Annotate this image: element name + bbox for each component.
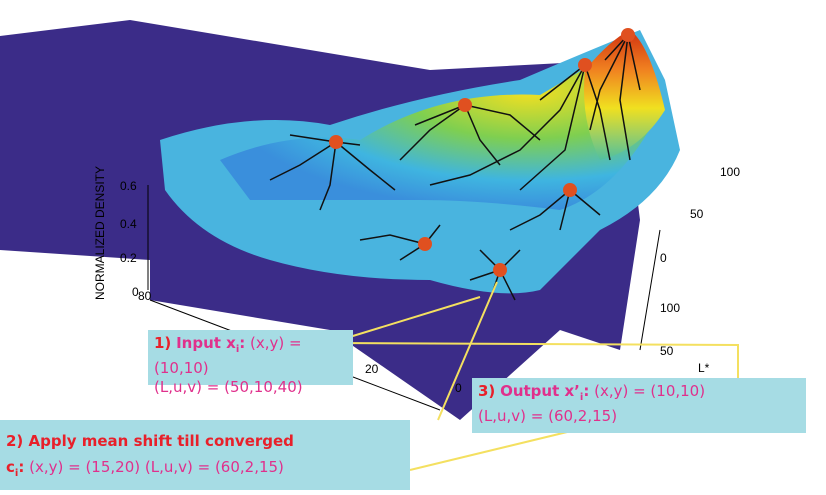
- y-tick: 100: [720, 165, 740, 179]
- value: (x,y) = (10,10): [594, 382, 706, 400]
- mode-points: [329, 28, 635, 277]
- step: 3): [478, 382, 496, 400]
- colon: :: [239, 334, 246, 352]
- z-tick: 0.2: [120, 251, 137, 265]
- l-tick: 50: [660, 344, 674, 358]
- label: c: [6, 458, 15, 476]
- output-box: 3) Output x’i: (x,y) = (10,10) (L,u,v) =…: [472, 378, 806, 433]
- x-tick: 20: [365, 362, 379, 376]
- y-tick: 50: [690, 207, 704, 221]
- surface-mid: [220, 40, 660, 210]
- trajectories: [269, 34, 641, 301]
- l-tick: 100: [660, 301, 680, 315]
- input-box: 1) Input xi: (x,y) = (10,10) (L,u,v) = (…: [148, 330, 353, 396]
- y-tick: 0: [660, 251, 667, 265]
- x-tick: 80: [138, 289, 152, 303]
- callout-lines: [329, 281, 739, 471]
- subscript: i: [14, 468, 19, 479]
- subscript: i: [579, 392, 584, 403]
- label: Output x’: [500, 382, 580, 400]
- value: (x,y) = (15,20) (L,u,v) = (60,2,15): [29, 458, 284, 476]
- value: (L,u,v) = (60,2,15): [478, 407, 618, 425]
- value: (L,u,v) = (50,10,40): [154, 378, 303, 396]
- label: Input x: [176, 334, 236, 352]
- step: 2) Apply mean shift till converged: [6, 432, 294, 450]
- step: 1): [154, 334, 172, 352]
- z-axis-label: NORMALIZED DENSITY: [93, 166, 107, 300]
- subscript: i: [235, 344, 240, 355]
- x-tick: 0: [455, 381, 462, 395]
- z-tick: 0.4: [120, 217, 137, 231]
- z-tick: 0.6: [120, 179, 137, 193]
- z-tick: 0: [132, 285, 139, 299]
- converge-box: 2) Apply mean shift till converged ci: (…: [0, 420, 410, 490]
- l-axis-label: L*: [698, 361, 710, 375]
- value: (x,y) = (10,10): [154, 334, 302, 377]
- colon: :: [583, 382, 590, 400]
- colon: :: [18, 458, 25, 476]
